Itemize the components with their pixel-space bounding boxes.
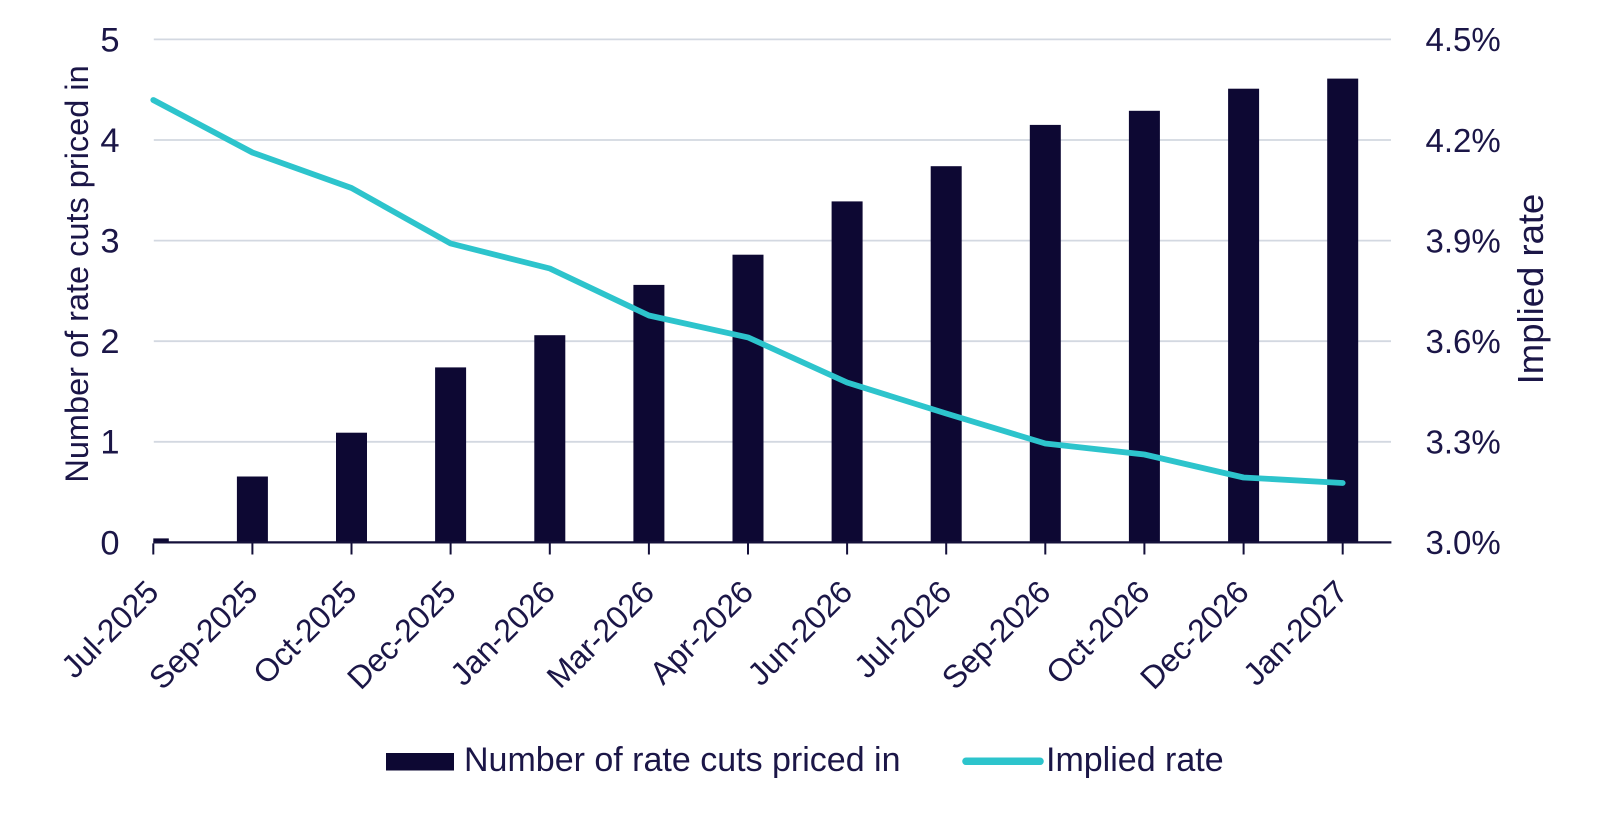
svg-text:5: 5 <box>100 21 119 59</box>
svg-text:4: 4 <box>100 122 119 160</box>
svg-text:Sep-2025: Sep-2025 <box>142 574 264 696</box>
svg-text:1: 1 <box>100 424 119 462</box>
svg-text:4.5%: 4.5% <box>1426 21 1501 58</box>
svg-text:2: 2 <box>100 323 119 361</box>
svg-text:Jan-2027: Jan-2027 <box>1236 574 1355 693</box>
svg-text:Dec-2026: Dec-2026 <box>1133 574 1255 696</box>
svg-text:Number of rate cuts priced in: Number of rate cuts priced in <box>59 65 95 482</box>
svg-text:Jun-2026: Jun-2026 <box>740 574 859 693</box>
svg-text:Sep-2026: Sep-2026 <box>935 574 1057 696</box>
svg-text:Number of rate cuts priced in: Number of rate cuts priced in <box>464 741 901 779</box>
svg-text:Apr-2026: Apr-2026 <box>643 574 760 691</box>
svg-text:Mar-2026: Mar-2026 <box>540 574 661 695</box>
svg-text:3.0%: 3.0% <box>1426 524 1501 561</box>
svg-text:0: 0 <box>100 524 119 562</box>
svg-text:Implied rate: Implied rate <box>1046 741 1224 779</box>
svg-text:Implied rate: Implied rate <box>1510 194 1551 385</box>
svg-text:3: 3 <box>100 223 119 261</box>
svg-text:3.3%: 3.3% <box>1426 424 1501 461</box>
svg-text:Dec-2025: Dec-2025 <box>340 574 462 696</box>
svg-text:3.9%: 3.9% <box>1426 222 1501 259</box>
svg-text:3.6%: 3.6% <box>1426 323 1501 360</box>
svg-text:4.2%: 4.2% <box>1426 122 1501 159</box>
